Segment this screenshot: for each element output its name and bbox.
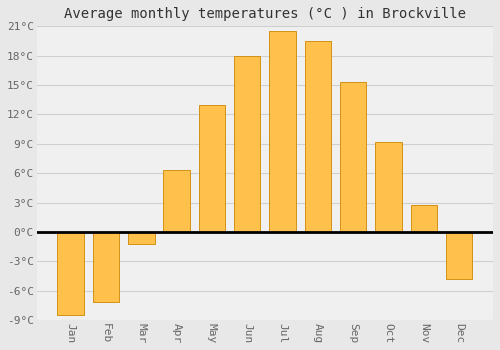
Bar bbox=[93, 232, 120, 302]
Bar bbox=[375, 142, 402, 232]
Bar bbox=[58, 232, 84, 315]
Bar bbox=[128, 232, 154, 244]
Bar bbox=[198, 105, 225, 232]
Bar bbox=[410, 205, 437, 232]
Bar bbox=[270, 31, 296, 232]
Bar bbox=[164, 170, 190, 232]
Bar bbox=[446, 232, 472, 279]
Bar bbox=[340, 82, 366, 232]
Bar bbox=[304, 41, 331, 232]
Title: Average monthly temperatures (°C ) in Brockville: Average monthly temperatures (°C ) in Br… bbox=[64, 7, 466, 21]
Bar bbox=[234, 56, 260, 232]
